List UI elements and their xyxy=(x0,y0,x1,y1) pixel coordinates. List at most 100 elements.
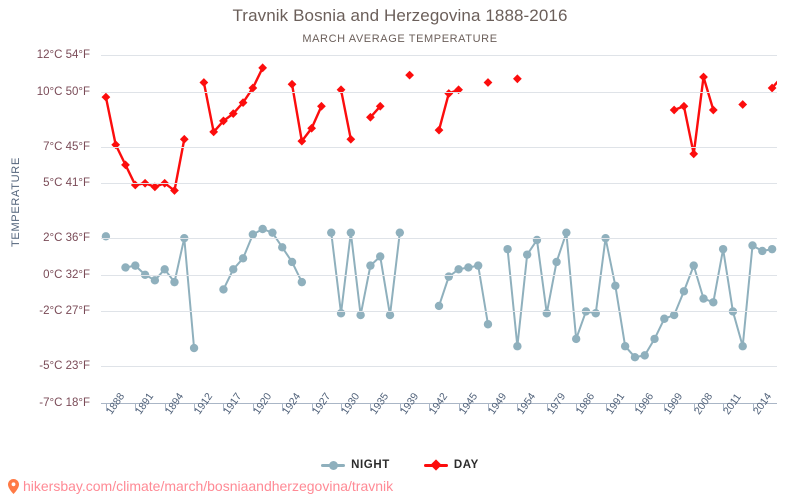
data-point xyxy=(473,261,483,270)
data-point xyxy=(268,228,277,237)
x-axis-tick xyxy=(693,403,695,411)
series-line-segment xyxy=(330,231,401,317)
data-point xyxy=(346,228,356,237)
data-point xyxy=(375,101,385,111)
data-point xyxy=(121,263,130,272)
data-point xyxy=(679,287,689,296)
chart-subtitle: MARCH AVERAGE TEMPERATURE xyxy=(302,33,498,45)
x-axis-tick xyxy=(723,403,725,411)
data-point xyxy=(219,285,228,294)
x-axis-line xyxy=(101,403,777,404)
x-axis-tick xyxy=(282,403,284,411)
legend-diamond-icon xyxy=(430,459,442,471)
data-point xyxy=(327,228,336,237)
data-point xyxy=(650,334,659,344)
series-line-segment xyxy=(672,75,715,156)
x-axis-tick xyxy=(517,403,519,411)
data-point xyxy=(199,78,209,87)
chart-legend: NIGHT DAY xyxy=(0,459,800,471)
data-point xyxy=(209,127,219,137)
data-point xyxy=(434,125,444,135)
data-point xyxy=(738,342,747,351)
data-point xyxy=(160,265,169,274)
data-point xyxy=(483,320,493,329)
data-point xyxy=(444,89,454,98)
x-axis-tick xyxy=(429,403,431,411)
gridline xyxy=(101,183,777,185)
y-axis-tick-label: -2°C 27°F xyxy=(39,305,90,318)
data-point xyxy=(287,257,297,267)
data-point xyxy=(767,244,777,254)
data-point xyxy=(434,301,444,311)
data-point xyxy=(640,351,649,360)
x-axis-tick xyxy=(194,403,196,411)
data-point xyxy=(356,310,365,320)
x-axis-tick xyxy=(487,403,489,411)
y-axis-tick-label: 10°C 50°F xyxy=(36,85,90,98)
data-point xyxy=(689,261,698,270)
data-point xyxy=(454,265,463,274)
x-axis-tick xyxy=(223,403,225,411)
series-line-segment xyxy=(124,237,196,350)
gridline xyxy=(101,91,777,93)
series-line-segment xyxy=(506,231,774,359)
x-axis-tick xyxy=(164,403,166,411)
data-point xyxy=(532,235,542,245)
gridline xyxy=(101,238,777,240)
data-point xyxy=(111,140,121,150)
y-axis-labels: 12°C 54°F 10°C 50°F 7°C 45°F 5°C 41°F 2°C 36… xyxy=(0,0,96,500)
series-day xyxy=(101,63,787,195)
location-pin-icon xyxy=(8,478,19,494)
x-axis-tick xyxy=(370,403,372,411)
data-point xyxy=(708,105,718,115)
data-point xyxy=(630,353,640,362)
x-axis-tick xyxy=(546,403,548,411)
source-footer[interactable]: hikersbay.com/climate/march/bosniaandher… xyxy=(8,478,393,494)
data-point xyxy=(297,277,307,287)
data-point xyxy=(620,342,630,351)
data-point xyxy=(513,342,522,351)
legend-label: DAY xyxy=(453,459,479,471)
data-point xyxy=(228,109,238,118)
x-axis-tick xyxy=(341,403,343,411)
data-point xyxy=(738,100,748,109)
data-point xyxy=(522,250,532,259)
x-axis-tick xyxy=(458,403,460,411)
data-point xyxy=(464,263,473,272)
legend-item-day[interactable]: DAY xyxy=(423,459,479,471)
series-line-segment xyxy=(290,83,323,143)
data-point xyxy=(170,277,179,287)
y-axis-tick-label: 7°C 45°F xyxy=(43,140,90,153)
data-point xyxy=(571,334,581,344)
data-point xyxy=(248,230,258,239)
data-point xyxy=(748,241,757,250)
data-point xyxy=(150,276,160,285)
y-axis-tick-label: 12°C 54°F xyxy=(36,49,90,61)
y-axis-tick-label: 2°C 36°F xyxy=(43,232,90,245)
data-point xyxy=(454,85,463,95)
data-point xyxy=(669,310,679,320)
legend-item-night[interactable]: NIGHT xyxy=(321,459,390,471)
data-point xyxy=(405,70,414,80)
legend-marker-circle-icon xyxy=(321,460,346,470)
x-axis-tick xyxy=(311,403,313,411)
data-point xyxy=(317,101,326,111)
gridline xyxy=(101,311,777,313)
gridline xyxy=(101,274,777,276)
data-point xyxy=(130,180,140,190)
data-point xyxy=(709,298,718,307)
series-line-segment xyxy=(202,66,264,134)
data-point xyxy=(248,83,258,93)
page-title: Travnik Bosnia and Herzegovina 1888-2016 xyxy=(232,6,568,25)
data-point xyxy=(483,78,493,87)
data-point xyxy=(336,85,346,95)
data-point xyxy=(562,228,571,237)
data-point xyxy=(238,254,248,263)
data-point xyxy=(238,98,248,108)
data-point xyxy=(542,309,551,318)
data-point xyxy=(718,244,728,254)
data-point xyxy=(336,309,346,318)
x-axis-tick xyxy=(605,403,607,411)
data-point xyxy=(395,228,405,237)
